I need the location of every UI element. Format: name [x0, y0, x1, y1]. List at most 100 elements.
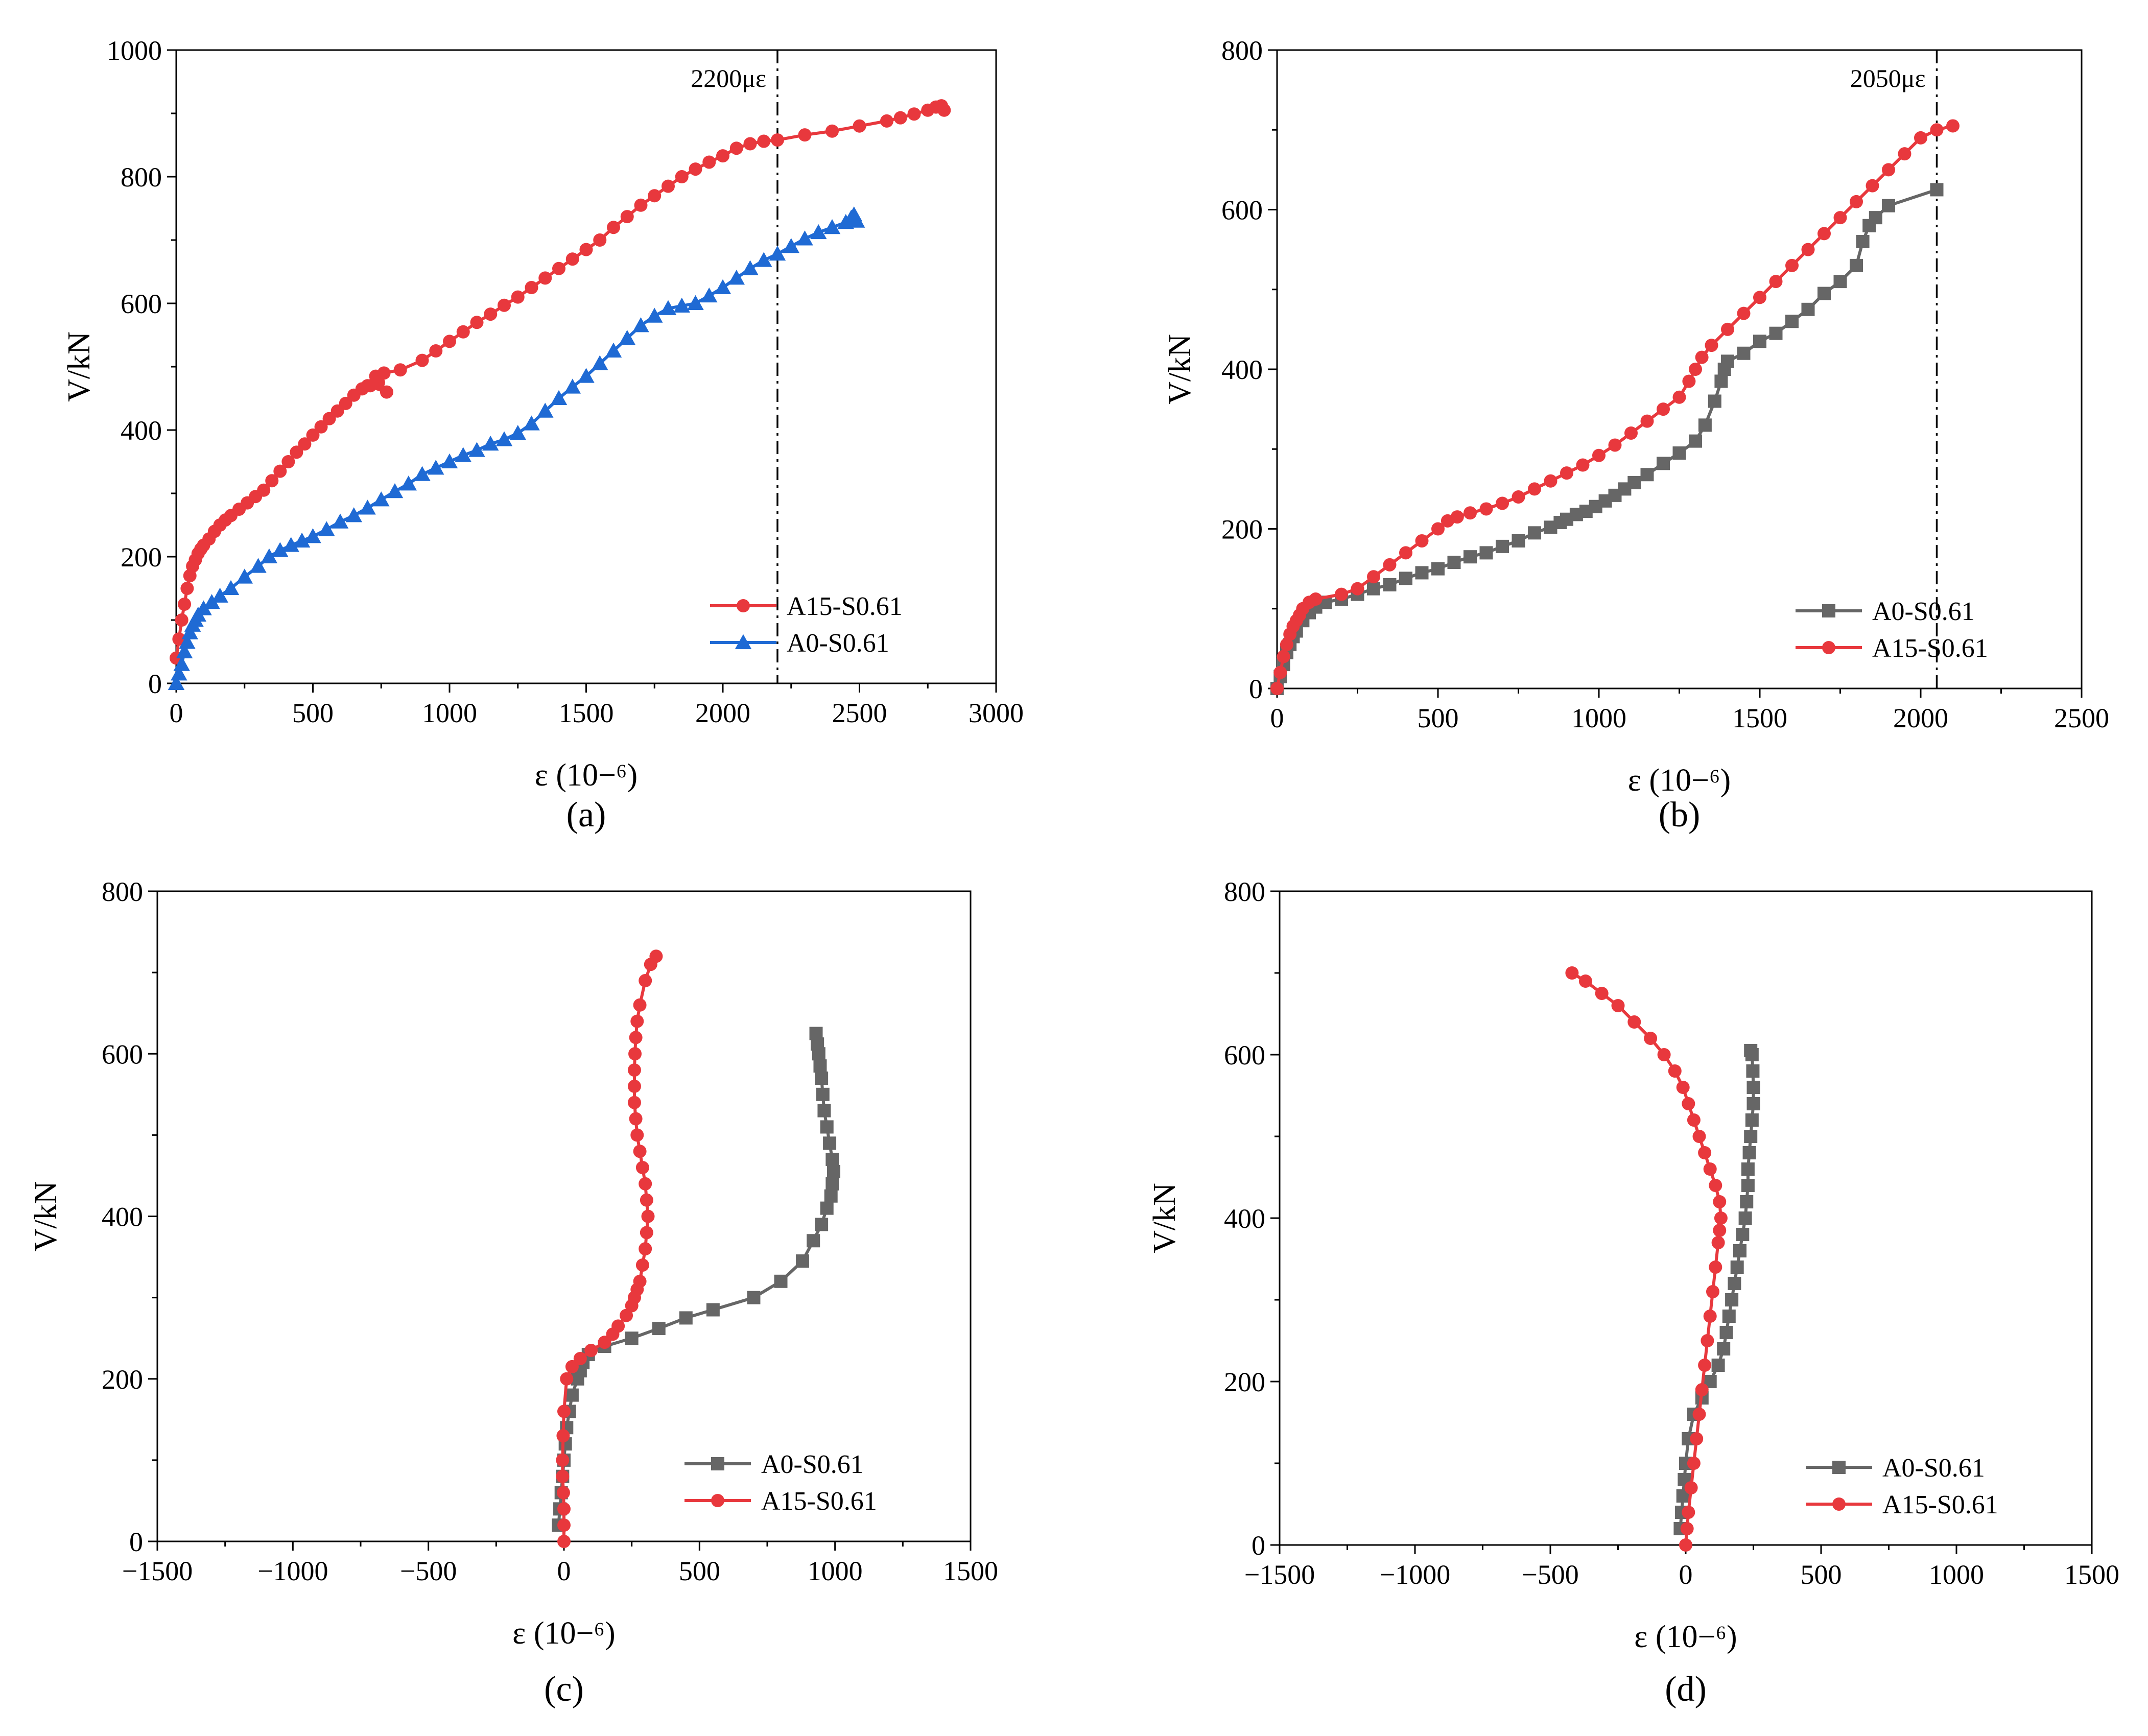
data-point: [250, 558, 267, 573]
data-point: [1692, 1130, 1706, 1143]
data-point: [1335, 587, 1348, 601]
data-point: [304, 528, 321, 543]
data-point: [298, 437, 312, 451]
data-point: [1464, 550, 1477, 564]
data-point: [1817, 287, 1831, 300]
x-tick-label: 3000: [969, 698, 1024, 728]
data-point: [757, 134, 771, 148]
data-point: [1351, 582, 1364, 596]
data-point: [1695, 1383, 1709, 1396]
x-tick-label: −500: [1522, 1559, 1578, 1590]
x-tick-label: 500: [1418, 703, 1459, 733]
data-point: [1672, 446, 1686, 460]
data-point: [1367, 582, 1380, 596]
legend: A0-S0.61 A15-S0.61: [1796, 597, 1988, 663]
data-point: [729, 141, 743, 155]
data-point: [1399, 546, 1412, 560]
data-point: [1930, 123, 1944, 137]
data-point: [1737, 346, 1751, 360]
data-point: [714, 279, 731, 294]
data-point: [1730, 1261, 1744, 1274]
data-point: [1676, 1081, 1690, 1094]
data-point: [1657, 402, 1670, 416]
data-point: [1703, 1162, 1717, 1176]
data-point: [1450, 510, 1464, 524]
data-point: [482, 436, 499, 451]
data-point: [386, 483, 404, 498]
plots: 0 500 1000 1500 2000 2500 30000200400600800100…: [29, 35, 2119, 1709]
data-point: [293, 532, 311, 548]
y-axis-label: V/kN: [62, 331, 97, 402]
data-point: [1544, 474, 1557, 488]
x-tick-label: 0: [1270, 703, 1284, 733]
x-tick-label: 1000: [422, 698, 477, 728]
x-tick-label: 1500: [943, 1556, 998, 1586]
x-tick-label: 0: [170, 698, 183, 728]
legend-label: A0-S0.61: [787, 629, 889, 658]
data-point: [1644, 1032, 1658, 1045]
data-point: [290, 445, 303, 459]
data-point: [1746, 1097, 1760, 1110]
data-point: [332, 513, 349, 529]
data-point: [1850, 258, 1863, 272]
data-point: [820, 1201, 834, 1215]
data-point: [620, 1309, 633, 1322]
data-point: [361, 379, 374, 393]
y-tick-label: 800: [1221, 35, 1263, 66]
data-point: [1728, 1277, 1741, 1290]
data-point: [359, 500, 376, 515]
data-point: [756, 252, 772, 267]
data-point: [815, 1218, 829, 1231]
data-point: [168, 675, 185, 690]
data-point: [629, 1031, 643, 1044]
data-point: [1512, 490, 1525, 504]
data-point: [817, 1104, 831, 1117]
data-point: [1682, 374, 1696, 388]
data-point: [605, 342, 622, 358]
x-tick-label: −1500: [1244, 1559, 1315, 1590]
series-a0-s0-61: [1270, 183, 1944, 695]
data-point: [179, 634, 196, 649]
data-point: [1273, 665, 1287, 679]
data-point: [318, 521, 335, 536]
data-point: [181, 624, 198, 639]
data-point: [823, 219, 841, 234]
data-point: [1769, 326, 1783, 340]
y-tick-label: 800: [121, 162, 162, 193]
series-a15-s0-61: [170, 99, 951, 665]
y-tick-label: 800: [1224, 876, 1265, 907]
data-point: [675, 170, 689, 183]
data-point: [1709, 1261, 1722, 1274]
data-point: [1687, 1113, 1701, 1127]
x-tick-label: −500: [400, 1556, 457, 1586]
data-point: [1383, 578, 1397, 591]
data-point: [1447, 556, 1461, 569]
data-point: [796, 230, 813, 246]
data-point: [173, 656, 190, 671]
data-point: [578, 368, 595, 383]
x-tick-label: 1000: [1929, 1559, 1984, 1590]
data-point: [640, 1193, 653, 1207]
data-point: [1657, 457, 1670, 470]
data-point: [1713, 1224, 1727, 1237]
data-point: [687, 295, 704, 310]
data-point: [679, 1311, 693, 1325]
data-point: [339, 396, 352, 410]
data-point: [1714, 374, 1728, 388]
data-point: [377, 366, 391, 380]
data-point: [1745, 1113, 1759, 1127]
y-tick-label: 0: [129, 1527, 143, 1557]
data-point: [810, 224, 827, 240]
data-point: [706, 1303, 720, 1317]
data-point: [1709, 1179, 1722, 1192]
data-point: [820, 1120, 834, 1134]
data-point: [380, 385, 393, 399]
data-point: [627, 1079, 641, 1093]
data-point: [1708, 394, 1721, 408]
data-point: [634, 198, 648, 212]
data-point: [172, 632, 186, 646]
data-point: [579, 243, 593, 256]
data-point: [495, 431, 513, 446]
data-point: [400, 475, 417, 491]
